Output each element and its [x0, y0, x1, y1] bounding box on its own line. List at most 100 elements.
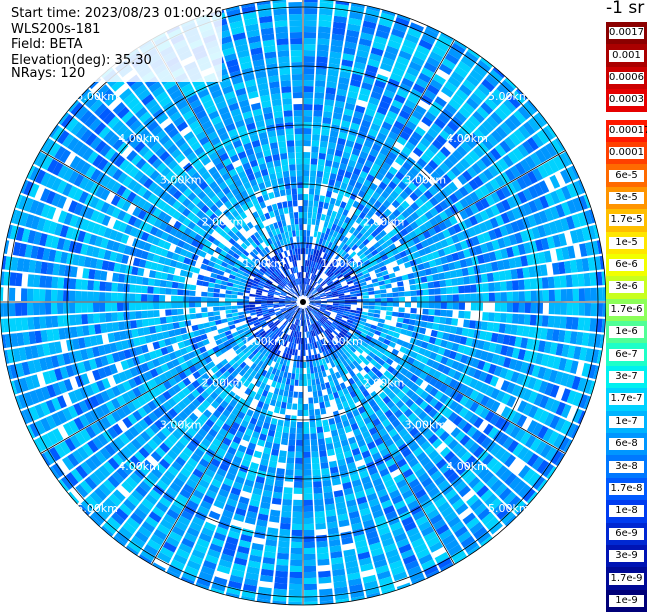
- range-gate: [375, 370, 383, 379]
- range-gate: [342, 229, 349, 237]
- range-gate: [338, 348, 345, 356]
- range-gate: [405, 371, 414, 380]
- range-gate: [535, 315, 543, 327]
- range-gate: [510, 324, 518, 335]
- range-gate: [479, 264, 487, 274]
- range-gate: [186, 442, 197, 453]
- range-gate: [290, 553, 303, 560]
- range-gate: [511, 90, 526, 105]
- range-gate: [260, 355, 267, 363]
- range-gate: [321, 129, 330, 136]
- range-gate: [246, 367, 254, 375]
- range-gate: [375, 564, 390, 575]
- range-gate: [454, 66, 468, 79]
- range-gate: [182, 571, 197, 582]
- range-gate: [459, 259, 468, 268]
- range-gate: [284, 414, 291, 422]
- range-gate: [320, 297, 327, 300]
- range-gate: [176, 493, 189, 505]
- range-gate: [372, 41, 386, 51]
- range-gate: [364, 435, 374, 445]
- range-gate: [474, 245, 483, 255]
- range-gate: [260, 362, 267, 370]
- range-gate: [309, 361, 314, 368]
- range-gate: [467, 266, 475, 276]
- range-gate: [57, 302, 64, 314]
- range-gate: [345, 342, 352, 349]
- range-gate: [514, 428, 526, 442]
- range-gate: [423, 164, 434, 175]
- range-gate: [462, 170, 473, 182]
- range-gate: [526, 100, 538, 113]
- range-gate: [474, 392, 485, 404]
- range-gate: [311, 317, 315, 324]
- range-gate: [522, 140, 534, 155]
- range-gate: [213, 532, 227, 542]
- range-gate: [528, 266, 536, 278]
- range-gate: [143, 544, 159, 557]
- range-gate: [456, 145, 468, 157]
- range-gate: [391, 348, 399, 356]
- range-gate: [593, 224, 600, 239]
- range-gate: [180, 576, 195, 585]
- range-gate: [254, 372, 261, 380]
- range-gate: [571, 376, 581, 390]
- range-gate: [392, 377, 401, 386]
- range-gate: [541, 126, 554, 141]
- range-gate: [304, 313, 306, 320]
- range-gate: [394, 253, 402, 261]
- range-gate: [411, 483, 424, 494]
- range-gate: [310, 310, 315, 316]
- range-gate: [430, 329, 438, 338]
- range-gate: [506, 382, 516, 394]
- range-gate: [195, 484, 207, 495]
- range-gate: [494, 343, 503, 355]
- range-gate: [396, 115, 408, 125]
- range-gate: [432, 438, 443, 449]
- range-gate: [322, 252, 328, 260]
- range-gate: [496, 506, 511, 520]
- range-gate: [304, 319, 306, 326]
- range-gate: [408, 136, 419, 147]
- range-gate: [334, 397, 342, 405]
- range-gate: [401, 210, 410, 219]
- range-gate: [226, 586, 241, 596]
- range-gate: [451, 252, 460, 262]
- range-gate: [313, 396, 319, 404]
- range-gate: [362, 519, 375, 528]
- range-gate: [309, 188, 315, 195]
- range-gate: [534, 327, 542, 339]
- range-gate: [593, 256, 602, 271]
- range-gate: [391, 369, 400, 378]
- range-gate: [487, 165, 499, 178]
- range-gate: [440, 302, 447, 309]
- range-gate: [347, 198, 355, 206]
- range-gate: [349, 312, 356, 316]
- range-gate: [246, 395, 254, 404]
- range-gate: [319, 319, 325, 325]
- range-gate: [314, 303, 321, 305]
- range-gate: [507, 151, 519, 164]
- range-gate: [331, 309, 338, 313]
- range-gate: [321, 265, 326, 272]
- range-gate: [225, 592, 240, 599]
- range-gate: [331, 223, 337, 231]
- range-gate: [316, 328, 321, 334]
- range-gate: [313, 110, 323, 117]
- range-gate: [371, 249, 379, 256]
- range-gate: [311, 140, 320, 147]
- range-gate: [318, 289, 324, 293]
- range-gate: [473, 64, 488, 78]
- range-gate: [169, 503, 183, 515]
- range-gate: [446, 294, 453, 302]
- range-gate: [218, 413, 228, 423]
- range-gate: [404, 452, 416, 463]
- range-gate: [349, 370, 356, 378]
- range-gate: [318, 319, 323, 326]
- range-gate: [560, 217, 570, 232]
- range-gate: [309, 415, 316, 422]
- range-gate: [513, 129, 526, 143]
- range-gate: [467, 48, 481, 59]
- range-gate: [423, 61, 438, 73]
- range-gate: [419, 204, 429, 214]
